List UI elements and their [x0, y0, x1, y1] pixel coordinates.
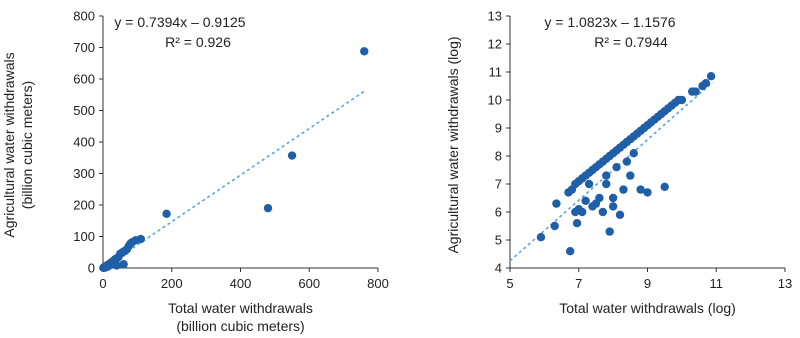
data-point [595, 193, 604, 203]
x-tick-label: 200 [161, 276, 183, 291]
trend-equation: y = 1.0823x – 1.1576 [544, 14, 675, 30]
data-point [360, 47, 369, 56]
y-axis-label-line2: (billion cubic meters) [19, 81, 35, 209]
r-squared: R² = 0.926 [165, 34, 231, 50]
y-tick-label: 200 [73, 198, 95, 213]
x-tick-label: 5 [506, 276, 513, 291]
data-point [701, 79, 711, 88]
y-tick-label: 700 [73, 40, 95, 55]
data-point [581, 196, 590, 205]
y-tick-label: 9 [495, 121, 502, 136]
y-tick-label: 800 [73, 9, 95, 24]
data-point [598, 207, 608, 217]
x-tick-label: 9 [644, 276, 651, 291]
data-point [577, 207, 587, 217]
y-tick-label: 8 [495, 149, 502, 164]
y-tick-label: 100 [73, 229, 95, 244]
data-point [622, 157, 632, 166]
data-point [660, 182, 669, 191]
data-point [643, 188, 652, 197]
x-tick-label: 7 [575, 276, 582, 291]
x-tick-label: 13 [778, 276, 792, 291]
data-point [552, 199, 561, 208]
y-tick-label: 10 [488, 93, 502, 108]
x-axis-label-line2: (billion cubic meters) [176, 318, 304, 334]
data-point [677, 95, 687, 105]
data-point [572, 219, 582, 228]
data-point [636, 185, 645, 194]
y-axis-label: Agricultural water withdrawals [1, 52, 17, 237]
x-tick-label: 400 [230, 276, 252, 291]
data-point [629, 149, 638, 158]
x-tick-label: 600 [298, 276, 320, 291]
data-point [619, 185, 628, 194]
x-tick-label: 800 [367, 276, 389, 291]
data-point [119, 260, 128, 269]
x-tick-label: 0 [99, 276, 106, 291]
data-point [584, 179, 594, 189]
data-point [706, 72, 716, 81]
data-point [536, 233, 546, 242]
data-point [263, 203, 273, 213]
data-point [602, 179, 611, 189]
y-tick-label: 300 [73, 166, 95, 181]
y-tick-label: 7 [495, 177, 502, 192]
data-point [691, 87, 700, 96]
data-point [612, 163, 621, 172]
y-tick-label: 5 [495, 233, 502, 248]
trend-equation: y = 0.7394x – 0.9125 [114, 14, 245, 30]
chart-left: 0 100 200 300 400 500 600 700 800 0 200 400 600 800 y … [1, 9, 389, 335]
y-tick-label: 0 [88, 261, 95, 276]
y-tick-label: 13 [488, 9, 502, 24]
data-point [550, 221, 559, 231]
data-point [100, 263, 109, 272]
y-tick-label: 4 [495, 261, 502, 276]
data-point [287, 151, 297, 160]
r-squared: R² = 0.7944 [594, 34, 668, 50]
x-axis-label: Total water withdrawals (log) [559, 300, 736, 316]
data-point [615, 210, 625, 219]
y-axis-label: Agricultural water withdrawals (log) [445, 36, 461, 253]
data-point [602, 171, 611, 180]
data-point [608, 193, 618, 203]
data-point [565, 247, 575, 256]
data-point [162, 209, 171, 219]
data-point [605, 227, 614, 236]
trendline [102, 90, 365, 269]
y-tick-label: 12 [488, 37, 502, 52]
y-tick-label: 6 [495, 205, 502, 220]
x-axis-label: Total water withdrawals [168, 300, 313, 316]
x-tick-label: 11 [710, 276, 724, 291]
y-tick-label: 11 [489, 65, 503, 80]
data-point [626, 171, 635, 180]
y-tick-label: 600 [73, 72, 95, 87]
y-tick-label: 400 [73, 135, 95, 150]
y-tick-label: 500 [73, 103, 95, 118]
data-point [588, 202, 597, 211]
data-point [608, 202, 618, 211]
